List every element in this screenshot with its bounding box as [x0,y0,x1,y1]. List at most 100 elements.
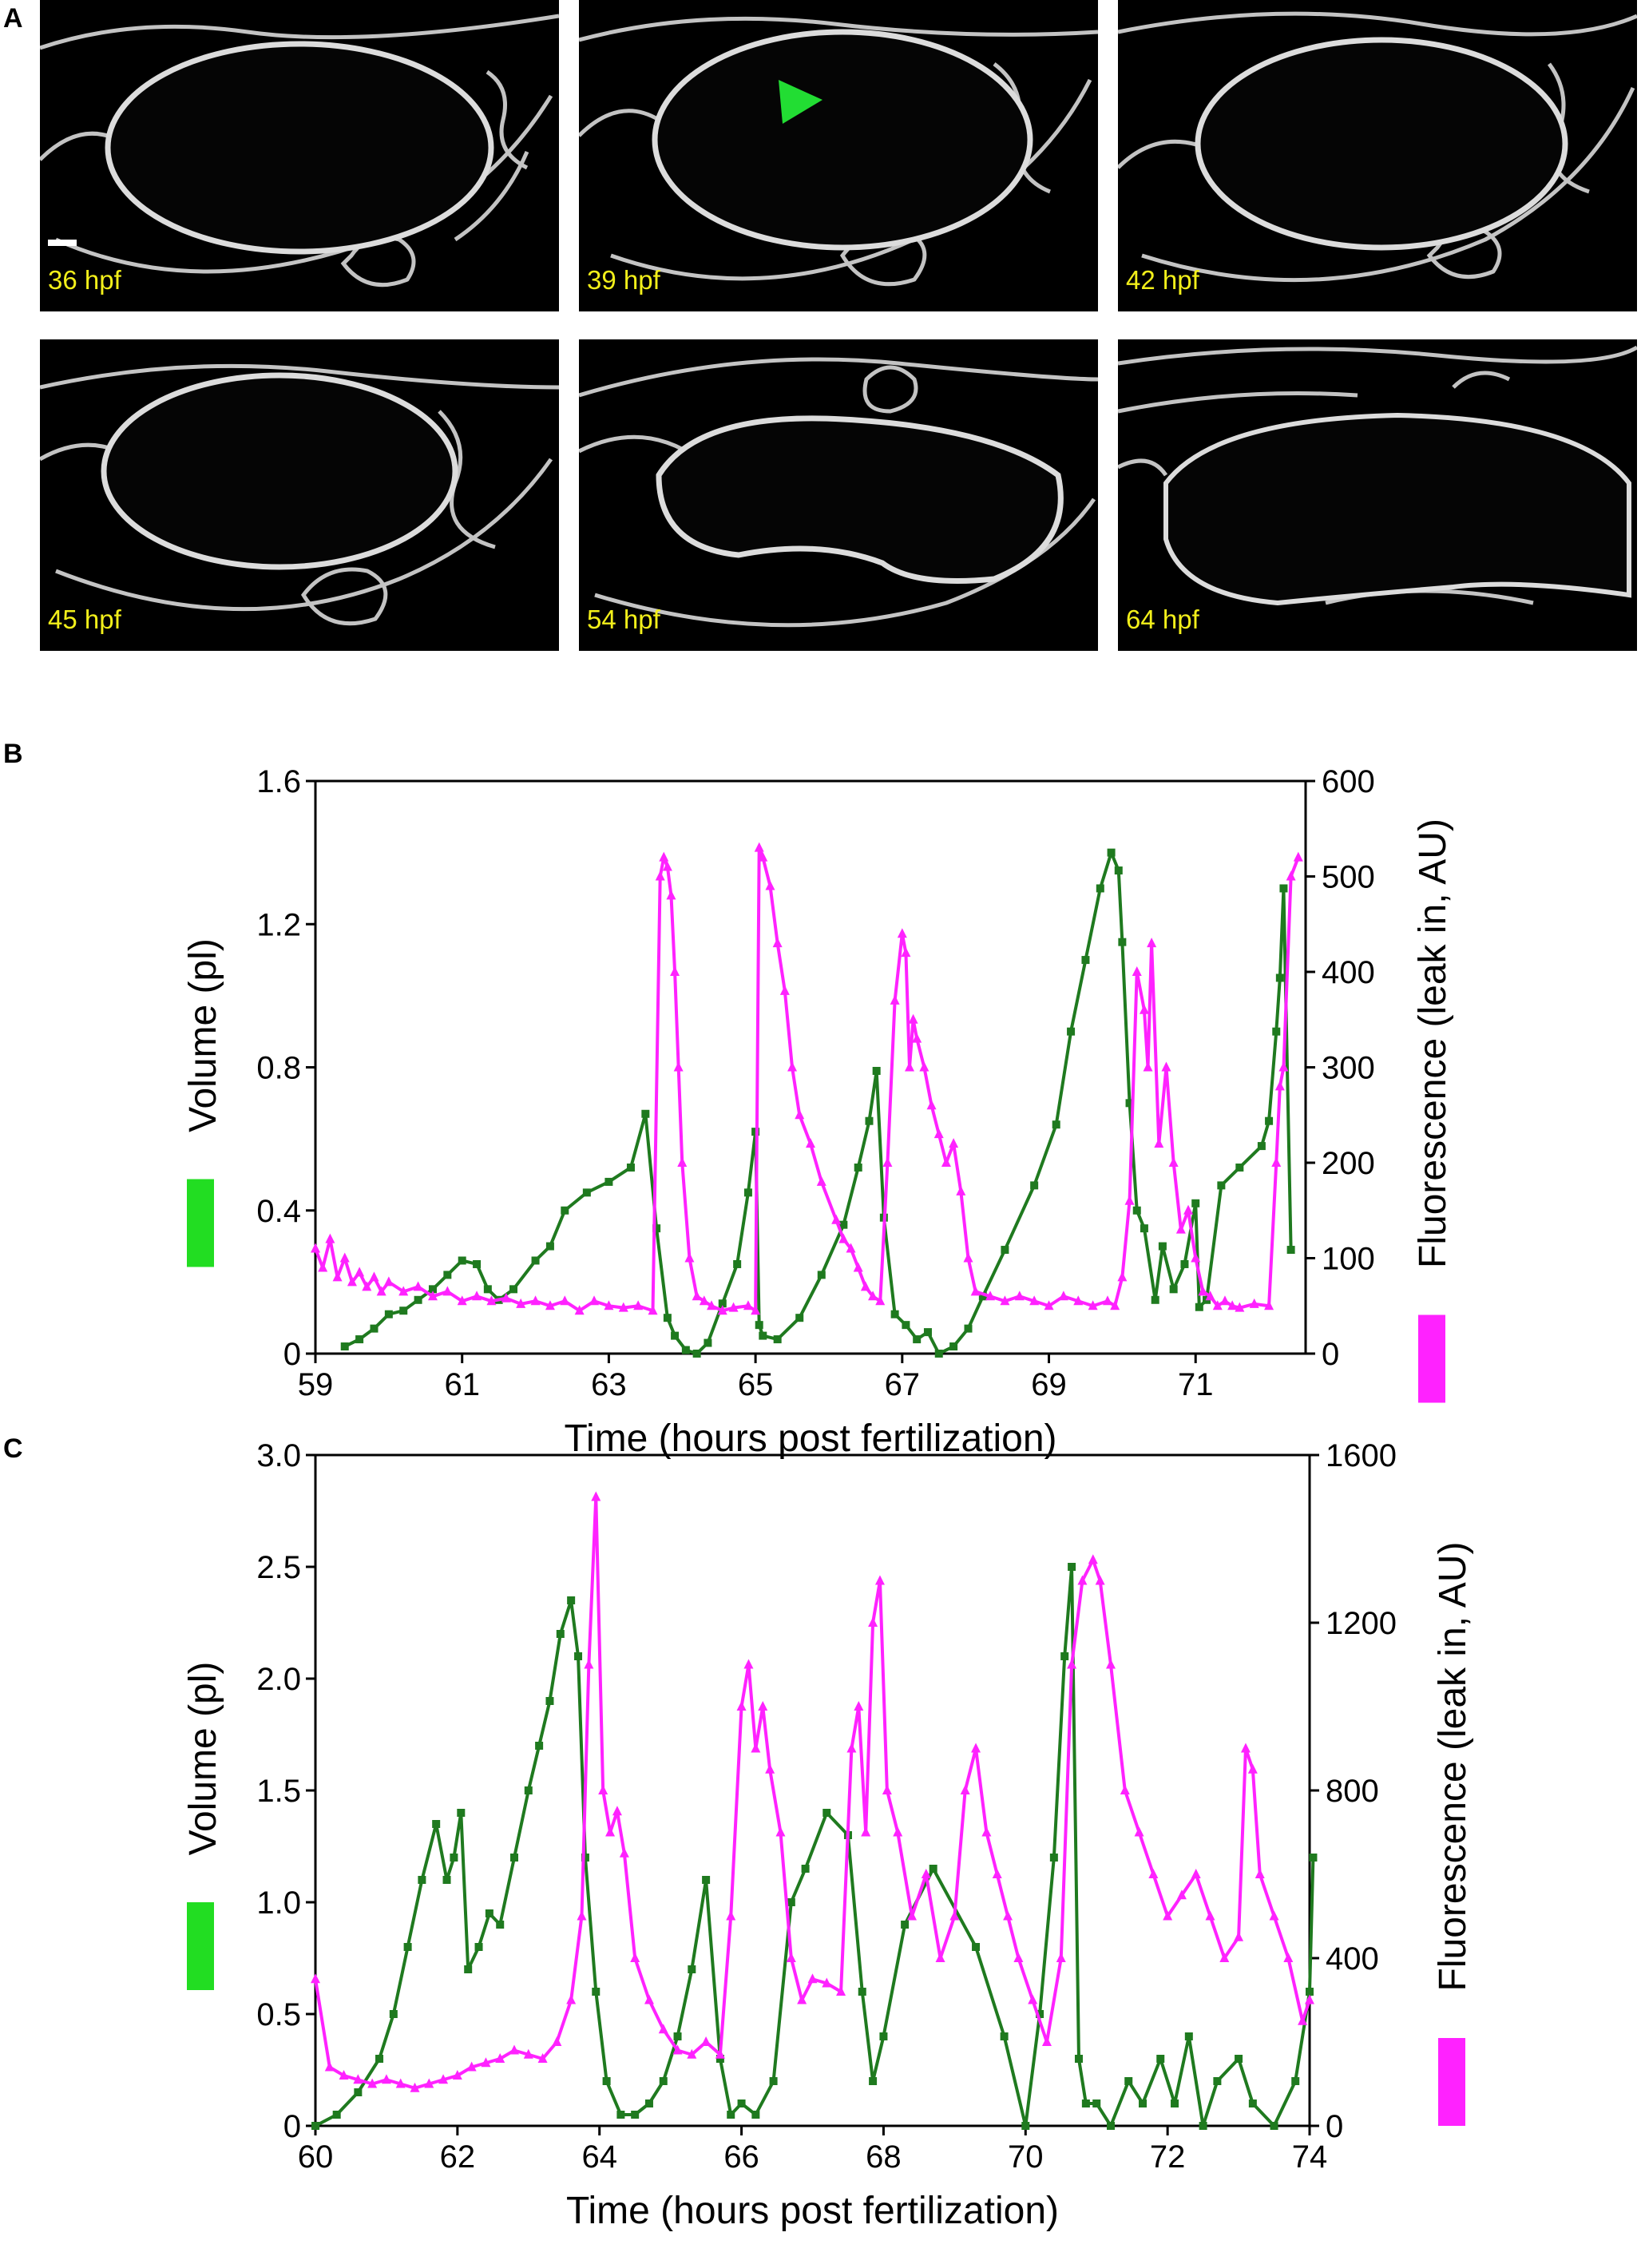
volume-point [890,1310,899,1318]
micrograph-42hpf: 42 hpf [1118,0,1637,311]
fluorescence-point [339,2070,349,2080]
fluorescence-point [882,1785,892,1794]
volume-point [592,1988,601,1996]
fluorescence-point [1240,1743,1251,1753]
volume-point [1052,1120,1060,1129]
volume-point [671,1331,680,1340]
fluorescence-point [501,1292,511,1303]
fluorescence-point [692,1291,702,1301]
volume-point [681,1346,690,1354]
fluorescence-point [754,842,764,852]
fluorescence-point [1249,1298,1259,1308]
volume-point [496,1921,505,1929]
volume-point [1036,2010,1044,2018]
frame-label: 39 hpf [587,265,660,295]
volume-point [389,2010,398,2018]
fluorescence-point [1191,1869,1201,1878]
fluorescence-series-line [314,846,1300,1313]
fluorescence-point [311,1973,320,1984]
fluorescence-point [355,1267,365,1277]
x-tick-label: 67 [885,1367,921,1402]
x-tick-label: 60 [298,2139,334,2175]
volume-point [510,1854,518,1862]
fluorescence-point [882,1157,893,1167]
volume-point [644,2099,653,2107]
fluorescence-point [1234,1931,1244,1941]
fluorescence-point [854,1701,864,1711]
fluorescence-point [670,966,680,976]
volume-point [1248,2099,1257,2107]
volume-point [582,1188,591,1197]
fluorescence-point [545,1300,555,1310]
fluorescence-legend-swatch [1438,2038,1465,2126]
volume-point [673,2032,682,2040]
fluorescence-point [836,1986,846,1996]
y-right-tick-label: 200 [1322,1146,1375,1181]
volume-point [1107,848,1116,857]
x-tick-label: 70 [1008,2139,1044,2175]
volume-point [688,1965,696,1973]
y-right-tick-label: 400 [1326,1941,1379,1977]
y-left-tick-label: 0.5 [256,1997,301,2032]
fluorescence-point [659,851,669,862]
micrograph-39hpf: 39 hpf [579,0,1098,311]
y-left-tick-label: 3.0 [256,1438,301,1473]
fluorescence-point [1067,1659,1077,1669]
volume-point [442,1876,451,1884]
fluorescence-point [332,1271,343,1282]
volume-point [332,2111,341,2119]
volume-point [626,1163,635,1172]
fluorescence-point [743,1300,753,1310]
fluorescence-point [758,851,768,862]
fluorescence-point [1029,1295,1040,1306]
fluorescence-point [413,1281,423,1291]
volume-point [545,1697,554,1705]
fluorescence-point [1117,1271,1128,1282]
fluorescence-point [410,2082,420,2092]
fluorescence-point [1168,1157,1179,1167]
fluorescence-point [1293,851,1303,862]
volume-point [902,1321,910,1330]
y-right-tick-label: 0 [1322,1337,1339,1372]
fluorescence-point [347,1276,357,1287]
volume-point [787,1898,795,1906]
fluorescence-point [537,2053,548,2063]
fluorescence-point [1205,1291,1215,1301]
frame-label: 42 hpf [1126,265,1199,295]
micrograph-texture [1118,11,1637,283]
volume-point [604,1177,613,1186]
fluorescence-point [495,2053,505,2063]
fluorescence-point [779,985,790,995]
fluorescence-point [838,1233,849,1243]
y-left-tick-label: 1.0 [256,1885,301,1921]
fluorescence-point [452,2070,462,2080]
micrograph-texture [579,16,1098,287]
fluorescence-point [846,1743,857,1753]
fluorescence-point [751,1743,761,1753]
fluorescence-legend-swatch [1418,1314,1445,1403]
y-left-tick-label: 1.6 [256,764,301,799]
volume-point [1191,1199,1200,1207]
fluorescence-point [442,1286,453,1296]
fluorescence-point [795,1109,805,1120]
panel-a-letter: A [3,3,23,34]
volume-point [715,2055,724,2063]
fluorescence-point [1073,1295,1084,1306]
x-tick-label: 74 [1292,2139,1328,2175]
volume-point [913,1335,922,1344]
micrograph-texture [40,14,559,287]
volume-point [616,2111,625,2119]
fluorescence-point [1000,1295,1010,1306]
fluorescence-point [1134,1826,1144,1837]
fluorescence-point [395,2078,406,2088]
fluorescence-point [1183,1204,1194,1215]
volume-point [854,1163,862,1172]
y-right-axis-label: Fluorescence (leak in, AU) [1432,1542,1474,1992]
fluorescence-point [912,1033,922,1043]
volume-point [1279,884,1288,893]
volume-point [773,1335,782,1344]
fluorescence-point [339,1252,350,1263]
fluorescence-point [860,1281,870,1291]
volume-point [759,1331,767,1340]
x-tick-label: 62 [440,2139,476,2175]
